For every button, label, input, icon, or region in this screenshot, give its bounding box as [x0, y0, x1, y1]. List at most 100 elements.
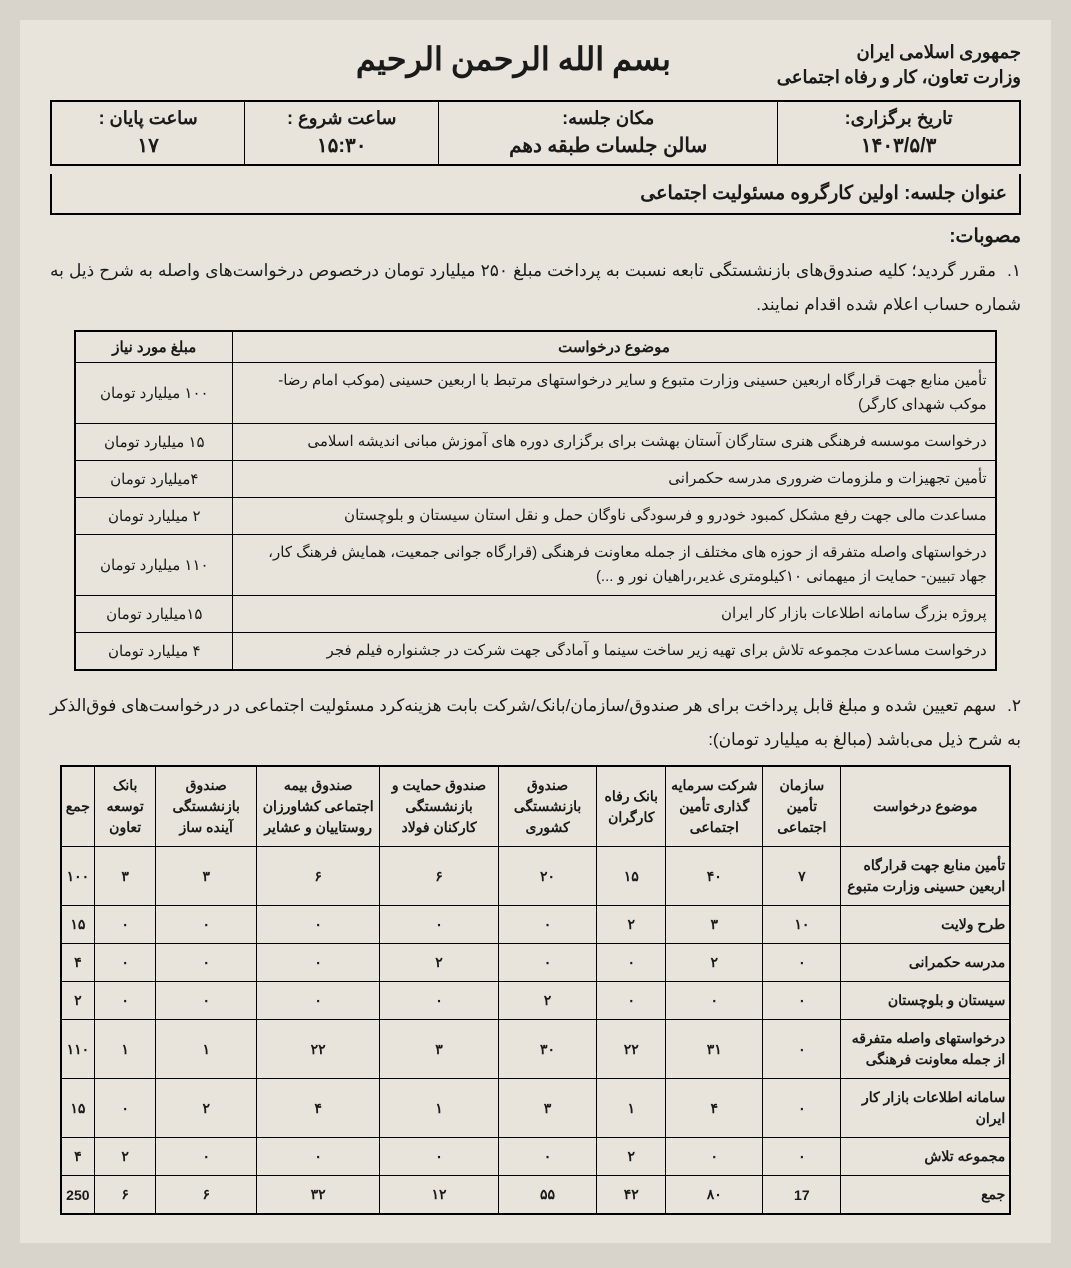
t2-header: صندوق بازنشستگی کشوری: [498, 766, 597, 847]
t2-header: شرکت سرمایه گذاری تأمین اجتماعی: [666, 766, 763, 847]
table-row: سامانه اطلاعات بازار کار ایران۰۴۱۳۱۴۲۰۱۵: [61, 1079, 1011, 1138]
alloc-cell: ۳۰: [498, 1020, 597, 1079]
total-cell: ۵۵: [498, 1176, 597, 1215]
table-row: درخواست مساعدت مجموعه تلاش برای تهیه زیر…: [75, 633, 995, 671]
requests-table: موضوع درخواست مبلغ مورد نیاز تأمین منابع…: [74, 330, 996, 671]
t2-header: سازمان تأمین اجتماعی: [763, 766, 841, 847]
alloc-cell: ۳: [380, 1020, 499, 1079]
total-label: جمع: [841, 1176, 1011, 1215]
item1-num: ۱.: [1007, 254, 1021, 288]
alloc-cell: ۰: [94, 982, 155, 1020]
t2-header: موضوع درخواست: [841, 766, 1011, 847]
alloc-cell: ۲: [597, 1138, 666, 1176]
alloc-cell: ۰: [156, 1138, 257, 1176]
item2-body: سهم تعیین شده و مبلغ قابل پرداخت برای هر…: [50, 696, 1021, 749]
alloc-cell: ۲۲: [257, 1020, 380, 1079]
alloc-cell: ۲۰: [498, 847, 597, 906]
alloc-cell: ۲: [61, 982, 95, 1020]
alloc-cell: ۲: [380, 944, 499, 982]
table-row: مجموعه تلاش۰۰۲۰۰۰۰۲۴: [61, 1138, 1011, 1176]
alloc-cell: ۰: [666, 982, 763, 1020]
alloc-cell: ۲: [156, 1079, 257, 1138]
total-cell: ۸۰: [666, 1176, 763, 1215]
t2-header: صندوق حمایت و بازنشستگی کارکنان فولاد: [380, 766, 499, 847]
alloc-cell: ۰: [257, 982, 380, 1020]
bismillah: بسم الله الرحمن الرحیم: [356, 41, 671, 77]
alloc-cell: ۳۱: [666, 1020, 763, 1079]
alloc-topic: مجموعه تلاش: [841, 1138, 1011, 1176]
alloc-cell: ۰: [94, 1079, 155, 1138]
request-desc: تأمین منابع جهت قرارگاه اربعین حسینی وزا…: [233, 363, 996, 424]
request-desc: تأمین تجهیزات و ملزومات ضروری مدرسه حکمر…: [233, 461, 996, 498]
table-row: سیستان و بلوچستان۰۰۰۲۰۰۰۰۲: [61, 982, 1011, 1020]
table-row: تأمین منابع جهت قرارگاه اربعین حسینی وزا…: [75, 363, 995, 424]
end-label: ساعت پایان :: [64, 108, 232, 129]
t1-h1: مبلغ مورد نیاز: [75, 331, 233, 363]
alloc-cell: ۰: [763, 982, 841, 1020]
alloc-cell: ۱۰: [763, 906, 841, 944]
place-value: سالن جلسات طبقه دهم: [451, 129, 765, 158]
t2-header: صندوق بازنشستگی آینده ساز: [156, 766, 257, 847]
total-cell: ۱۲: [380, 1176, 499, 1215]
request-amount: ۲ میلیارد تومان: [75, 498, 233, 535]
request-desc: پروژه بزرگ سامانه اطلاعات بازار کار ایرا…: [233, 596, 996, 633]
document-page: جمهوری اسلامی ایران وزارت تعاون، کار و ر…: [20, 20, 1051, 1243]
table-row: تأمین منابع جهت قرارگاه اربعین حسینی وزا…: [61, 847, 1011, 906]
alloc-cell: ۰: [498, 1138, 597, 1176]
t2-header: بانک توسعه تعاون: [94, 766, 155, 847]
table-row: درخواست موسسه فرهنگی هنری ستارگان آستان …: [75, 424, 995, 461]
table-row: تأمین تجهیزات و ملزومات ضروری مدرسه حکمر…: [75, 461, 995, 498]
alloc-cell: ۱: [94, 1020, 155, 1079]
header: جمهوری اسلامی ایران وزارت تعاون، کار و ر…: [50, 40, 1021, 90]
request-amount: ۱۵ میلیارد تومان: [75, 424, 233, 461]
alloc-cell: ۲۲: [597, 1020, 666, 1079]
alloc-cell: ۰: [156, 982, 257, 1020]
table-row: مساعدت مالی جهت رفع مشکل کمبود خودرو و ف…: [75, 498, 995, 535]
alloc-cell: ۴: [257, 1079, 380, 1138]
header-center: بسم الله الرحمن الرحیم: [250, 40, 777, 78]
alloc-cell: ۲: [94, 1138, 155, 1176]
alloc-cell: ۰: [666, 1138, 763, 1176]
alloc-cell: ۱۰۰: [61, 847, 95, 906]
total-cell: ۶: [94, 1176, 155, 1215]
end-value: ۱۷: [64, 129, 232, 158]
allocation-table: موضوع درخواستسازمان تأمین اجتماعیشرکت سر…: [60, 765, 1012, 1215]
table-row: پروژه بزرگ سامانه اطلاعات بازار کار ایرا…: [75, 596, 995, 633]
alloc-cell: ۷: [763, 847, 841, 906]
alloc-cell: ۰: [763, 944, 841, 982]
item1-body: مقرر گردید؛ کلیه صندوق‌های بازنشستگی تاب…: [50, 261, 1021, 314]
table-row: طرح ولایت۱۰۳۲۰۰۰۰۰۱۵: [61, 906, 1011, 944]
alloc-cell: ۱: [380, 1079, 499, 1138]
table-row: مدرسه حکمرانی۰۲۰۰۲۰۰۰۴: [61, 944, 1011, 982]
alloc-topic: طرح ولایت: [841, 906, 1011, 944]
alloc-cell: ۰: [156, 906, 257, 944]
alloc-topic: مدرسه حکمرانی: [841, 944, 1011, 982]
alloc-cell: ۰: [156, 944, 257, 982]
ministry-name: وزارت تعاون، کار و رفاه اجتماعی: [777, 65, 1021, 90]
alloc-cell: ۱: [597, 1079, 666, 1138]
alloc-cell: ۲: [597, 906, 666, 944]
header-right: جمهوری اسلامی ایران وزارت تعاون، کار و ر…: [777, 40, 1021, 90]
alloc-cell: ۰: [257, 944, 380, 982]
request-desc: درخواستهای واصله متفرقه از حوزه های مختل…: [233, 535, 996, 596]
request-amount: ۱۱۰ میلیارد تومان: [75, 535, 233, 596]
alloc-cell: ۲: [498, 982, 597, 1020]
alloc-cell: ۳: [156, 847, 257, 906]
total-cell: 250: [61, 1176, 95, 1215]
table-row: درخواستهای واصله متفرقه از حوزه های مختل…: [75, 535, 995, 596]
alloc-cell: ۶: [257, 847, 380, 906]
total-cell: ۶: [156, 1176, 257, 1215]
t2-header: جمع: [61, 766, 95, 847]
alloc-cell: ۱۵: [597, 847, 666, 906]
alloc-cell: ۴: [61, 944, 95, 982]
alloc-cell: ۱: [156, 1020, 257, 1079]
alloc-topic: سیستان و بلوچستان: [841, 982, 1011, 1020]
item2-text: ۲. سهم تعیین شده و مبلغ قابل پرداخت برای…: [50, 689, 1021, 757]
alloc-cell: ۳: [94, 847, 155, 906]
alloc-cell: ۱۱۰: [61, 1020, 95, 1079]
alloc-cell: ۰: [380, 906, 499, 944]
alloc-cell: ۰: [498, 906, 597, 944]
alloc-cell: ۰: [597, 944, 666, 982]
start-value: ۱۵:۳۰: [257, 129, 426, 158]
alloc-cell: ۰: [597, 982, 666, 1020]
